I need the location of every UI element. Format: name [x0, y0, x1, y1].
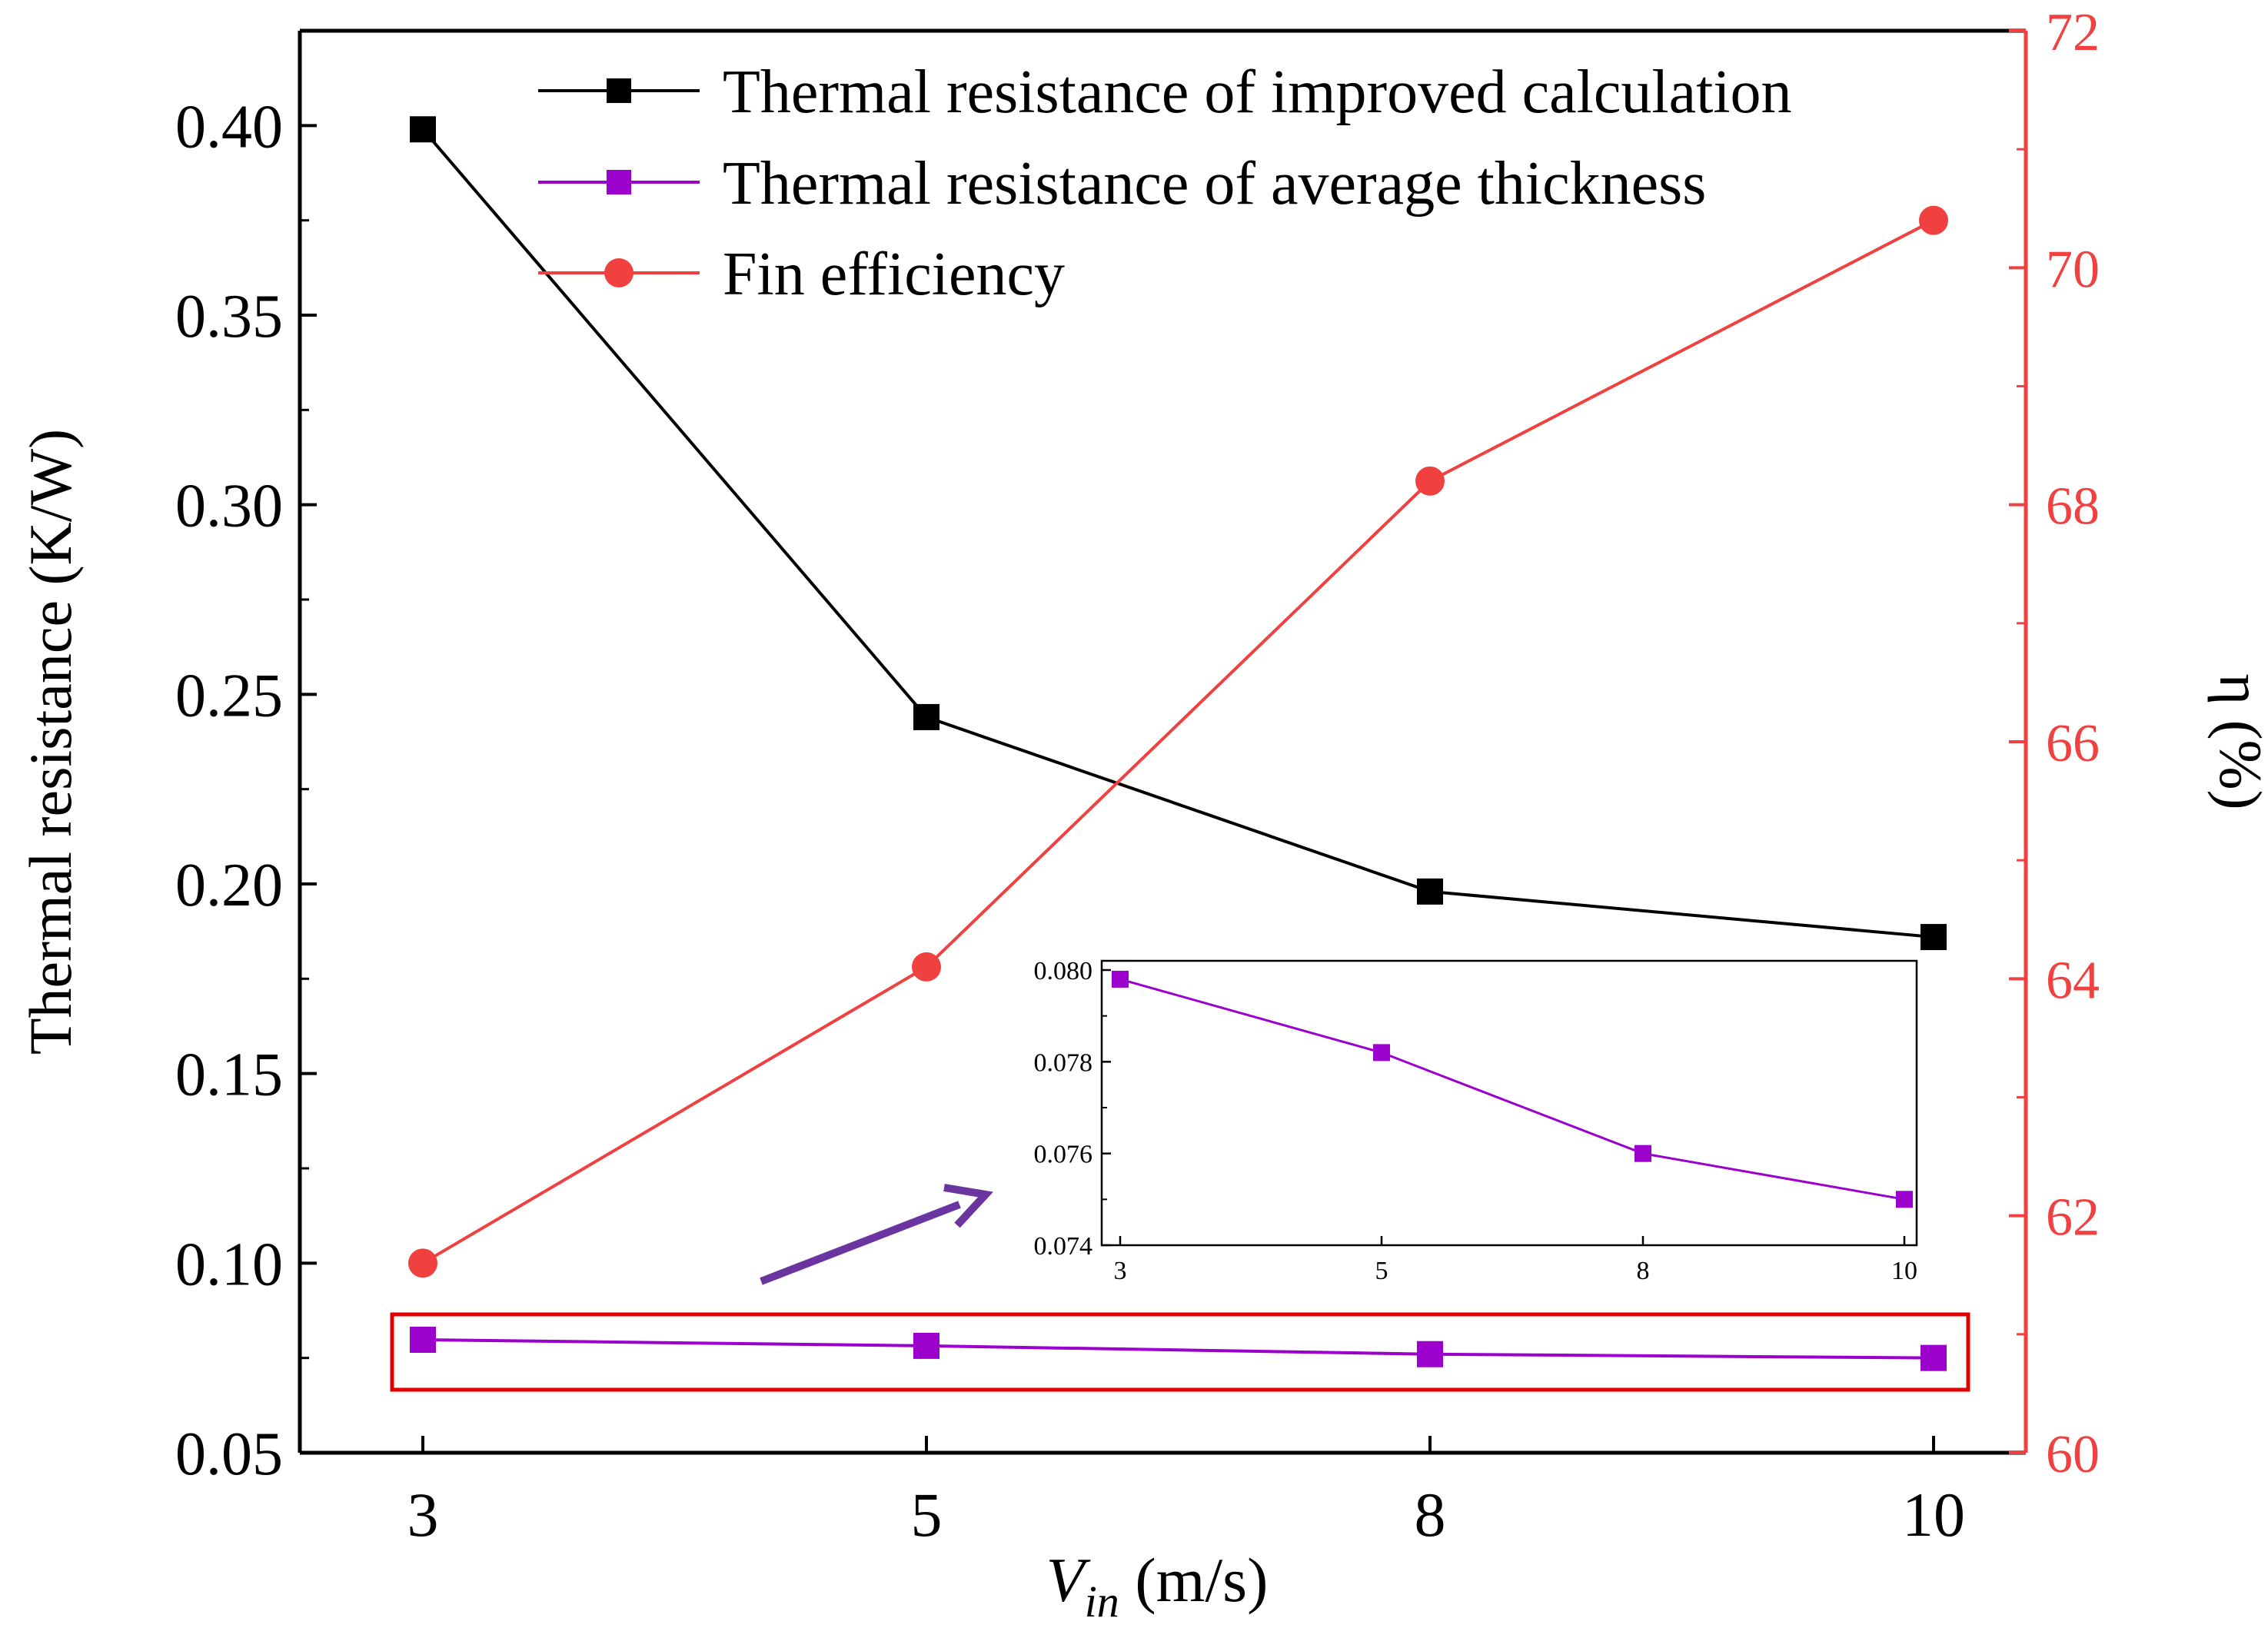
- data-point-efficiency: [912, 952, 941, 982]
- inset-series-line: [1119, 978, 1905, 1201]
- x-axis-label-symbol: V: [1046, 1545, 1091, 1615]
- data-point-improved: [913, 703, 939, 730]
- series-average-line: [422, 1337, 1934, 1360]
- x-axis-label-subscript: in: [1085, 1577, 1119, 1626]
- left-tick-label: 0.25: [175, 662, 283, 729]
- inset-x-tick-label: 5: [1375, 1257, 1388, 1285]
- series-improved-line: [421, 128, 1934, 939]
- inset-pointer-arrow-head: [943, 1184, 993, 1228]
- inset-axis-ticks: 0.074 0.076 0.078 0.080 3 5 8 10: [1034, 957, 1918, 1285]
- left-axis-ticks: 0.05 0.10 0.15 0.20 0.25 0.30 0.35 0.40: [175, 93, 317, 1488]
- inset-data-point: [1634, 1145, 1651, 1162]
- data-point-average: [913, 1332, 939, 1359]
- inset-y-tick-label: 0.074: [1034, 1232, 1093, 1261]
- inset-x-tick-label: 3: [1114, 1257, 1127, 1285]
- legend-efficiency-label: Fin efficiency: [723, 241, 1065, 308]
- legend-improved-label: Thermal resistance of improved calculati…: [723, 58, 1792, 126]
- inset-data-point: [1373, 1044, 1390, 1062]
- inset-x-tick-label: 10: [1891, 1257, 1917, 1285]
- left-tick-label: 0.35: [175, 283, 283, 351]
- x-tick-label: 8: [1415, 1480, 1446, 1550]
- series-average-markers: [410, 1326, 1947, 1371]
- left-tick-label: 0.15: [175, 1042, 283, 1109]
- inset-data-point: [1112, 970, 1129, 988]
- left-tick-label: 0.20: [175, 852, 283, 919]
- x-tick-label: 5: [911, 1480, 943, 1550]
- right-tick-label: 62: [2046, 1188, 2100, 1248]
- right-tick-label: 70: [2046, 240, 2100, 299]
- inset-y-tick-label: 0.078: [1034, 1048, 1093, 1077]
- right-tick-label: 60: [2046, 1425, 2100, 1484]
- series-efficiency-markers: [408, 205, 1948, 1278]
- inset-y-tick-label: 0.080: [1034, 957, 1093, 985]
- inset-data-point: [1896, 1191, 1913, 1208]
- right-axis-ticks: 60 62 64 66 68 70 72: [2009, 3, 2100, 1484]
- highlight-box: [390, 1312, 1970, 1392]
- x-tick-label: 3: [407, 1480, 439, 1550]
- data-point-average: [1920, 1344, 1947, 1371]
- series-improved-markers: [410, 116, 1947, 951]
- right-tick-label: 72: [2046, 3, 2100, 62]
- inset-x-tick-label: 8: [1637, 1257, 1650, 1285]
- data-point-average: [410, 1326, 436, 1353]
- left-tick-label: 0.30: [175, 473, 283, 540]
- x-axis-label-unit: (m/s): [1119, 1545, 1269, 1615]
- data-point-improved: [410, 116, 436, 143]
- y2-axis-label: η (%): [2207, 673, 2268, 809]
- legend: Thermal resistance of improved calculati…: [538, 58, 1792, 308]
- x-tick-label: 10: [1902, 1480, 1965, 1550]
- legend-efficiency-marker: [604, 258, 634, 287]
- inset-pointer-arrow-shaft: [760, 1201, 961, 1285]
- inset-series-markers: [1112, 970, 1913, 1208]
- data-point-efficiency: [1415, 466, 1445, 496]
- legend-improved-marker: [607, 78, 631, 103]
- y-axis-label: Thermal resistance (K/W): [17, 429, 84, 1055]
- series-efficiency-line: [421, 218, 1934, 1265]
- right-tick-label: 66: [2046, 714, 2100, 773]
- legend-average-label: Thermal resistance of average thickness: [723, 150, 1706, 218]
- legend-average-marker: [607, 170, 631, 194]
- left-tick-label: 0.10: [175, 1231, 283, 1298]
- data-point-efficiency: [408, 1248, 437, 1278]
- data-point-average: [1417, 1341, 1443, 1367]
- inset-y-tick-label: 0.076: [1034, 1141, 1093, 1169]
- left-tick-label: 0.05: [175, 1420, 283, 1488]
- x-axis-ticks: 3 5 8 10: [407, 1436, 1965, 1550]
- right-tick-label: 64: [2046, 951, 2100, 1010]
- data-point-improved: [1920, 924, 1947, 951]
- left-tick-label: 0.40: [175, 93, 283, 161]
- inset-chart: 0.074 0.076 0.078 0.080 3 5 8 10: [1034, 957, 1918, 1285]
- data-point-improved: [1417, 878, 1443, 905]
- right-tick-label: 68: [2046, 477, 2100, 537]
- data-point-efficiency: [1919, 205, 1948, 235]
- x-axis-label: Vin (m/s): [1046, 1545, 1269, 1626]
